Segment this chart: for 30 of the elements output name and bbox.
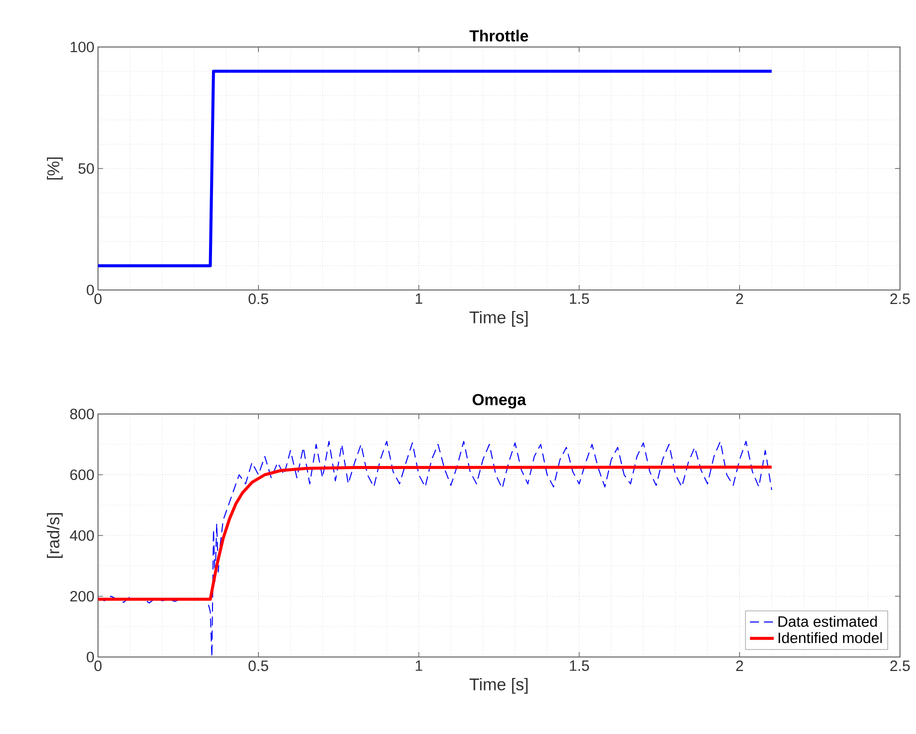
y-tick-label: 50 xyxy=(78,163,94,174)
x-tick-label: 1.5 xyxy=(570,660,589,671)
x-tick-label: 0.5 xyxy=(248,294,268,304)
x-tick-label: 0.5 xyxy=(248,660,268,672)
y-tick-label: 100 xyxy=(70,42,94,52)
x-tick-label: 1 xyxy=(416,660,422,671)
x-tick-label: 2.5 xyxy=(890,660,910,672)
y-tick-label: 0 xyxy=(86,652,94,662)
legend-label: Data estimated xyxy=(778,616,877,627)
y-tick-label: 600 xyxy=(70,469,94,480)
chart-title: Omega xyxy=(472,394,526,408)
legend-label: Identified model xyxy=(778,632,882,644)
y-axis-title: [rad/s] xyxy=(46,513,63,558)
x-axis-title: Time [s] xyxy=(470,310,528,327)
chart-title: Throttle xyxy=(470,30,528,42)
x-axis-title: Time [s] xyxy=(470,678,528,694)
y-axis-title: [%] xyxy=(46,157,63,180)
x-tick-label: 0 xyxy=(94,660,102,672)
x-tick-label: 2 xyxy=(736,660,744,671)
y-tick-label: 400 xyxy=(70,530,94,541)
x-tick-label: 2 xyxy=(736,294,744,304)
y-tick-label: 800 xyxy=(70,408,94,420)
line-series xyxy=(98,440,772,657)
x-tick-label: 0 xyxy=(94,294,102,304)
line-series xyxy=(98,466,774,601)
y-tick-label: 200 xyxy=(70,590,94,602)
x-tick-label: 2.5 xyxy=(890,294,910,304)
y-tick-label: 0 xyxy=(86,284,94,296)
x-tick-label: 1.5 xyxy=(570,294,589,304)
x-tick-label: 1 xyxy=(416,294,422,304)
